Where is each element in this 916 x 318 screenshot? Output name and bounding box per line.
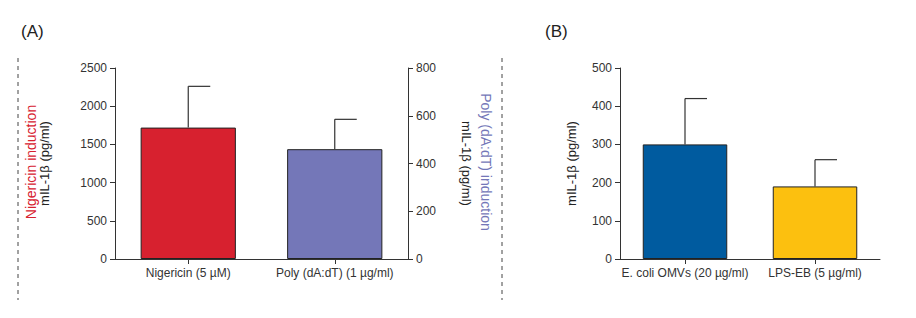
svg-text:(A): (A) <box>21 22 44 41</box>
svg-text:Poly (dA:dT) (1 µg/ml): Poly (dA:dT) (1 µg/ml) <box>276 266 394 280</box>
svg-text:400: 400 <box>592 99 612 113</box>
svg-text:2000: 2000 <box>80 99 107 113</box>
svg-text:(B): (B) <box>545 22 568 41</box>
svg-text:mIL-1β (pg/ml): mIL-1β (pg/ml) <box>37 121 52 206</box>
svg-text:300: 300 <box>592 137 612 151</box>
svg-text:mIL-1β (pg/ml): mIL-1β (pg/ml) <box>564 121 579 206</box>
svg-text:400: 400 <box>416 157 436 171</box>
svg-text:100: 100 <box>592 214 612 228</box>
svg-text:800: 800 <box>416 61 436 75</box>
svg-text:200: 200 <box>416 204 436 218</box>
svg-text:1000: 1000 <box>80 176 107 190</box>
svg-text:mIL-1β (pg/ml): mIL-1β (pg/ml) <box>459 121 474 206</box>
svg-text:500: 500 <box>592 61 612 75</box>
svg-text:500: 500 <box>87 214 107 228</box>
svg-text:E. coli OMVs (20 µg/ml): E. coli OMVs (20 µg/ml) <box>622 266 749 280</box>
svg-text:Poly (dA:dT) induction: Poly (dA:dT) induction <box>478 93 494 231</box>
svg-text:0: 0 <box>416 252 423 266</box>
svg-text:1500: 1500 <box>80 137 107 151</box>
svg-text:Nigericin induction: Nigericin induction <box>23 104 39 220</box>
svg-text:0: 0 <box>100 252 107 266</box>
svg-text:Nigericin (5 µM): Nigericin (5 µM) <box>146 266 231 280</box>
svg-text:0: 0 <box>605 252 612 266</box>
svg-text:200: 200 <box>592 176 612 190</box>
svg-text:600: 600 <box>416 109 436 123</box>
svg-text:2500: 2500 <box>80 61 107 75</box>
svg-text:LPS-EB (5 µg/ml): LPS-EB (5 µg/ml) <box>768 266 862 280</box>
